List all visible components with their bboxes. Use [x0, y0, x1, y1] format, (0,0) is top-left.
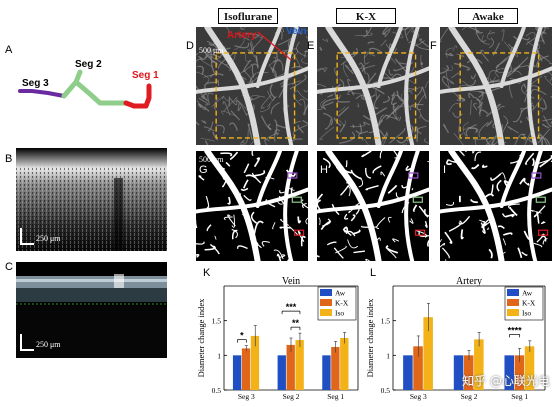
panel-label-e: E — [307, 40, 315, 52]
angio-panel-f — [440, 27, 552, 145]
scale-bar-label-d: 500 μm — [199, 46, 224, 55]
legend-swatch — [507, 309, 519, 316]
chart-title: Artery — [456, 276, 482, 287]
seg1-path — [123, 83, 152, 109]
panel-label-l: L — [370, 267, 377, 279]
bar — [250, 335, 260, 390]
oct-image-c: 250 μm — [16, 262, 167, 358]
significance-label: **** — [508, 325, 523, 335]
bar — [331, 347, 340, 390]
x-tick-label: Seg 2 — [283, 392, 300, 401]
y-tick-label: 0.5 — [381, 386, 391, 395]
artery-annotation: Artery — [227, 30, 257, 41]
bar — [463, 355, 474, 390]
y-tick-label: 1.5 — [212, 317, 222, 326]
panel-label-f: F — [430, 40, 437, 52]
bar — [403, 355, 413, 390]
panel-label-a: A — [5, 44, 13, 56]
bar — [241, 348, 251, 390]
x-tick-label: Seg 3 — [238, 392, 255, 401]
scale-bar-c — [20, 334, 22, 350]
oct-image-b: 250 μm — [16, 148, 167, 251]
bar — [504, 355, 514, 390]
panel-label-k: K — [203, 267, 211, 279]
chart-artery: Artery 0.5 1 1.5 Diameter change index Seg 3 S… — [363, 268, 550, 405]
scale-bar-label-c: 250 μm — [36, 340, 61, 349]
legend-swatch — [507, 299, 519, 306]
bar — [322, 355, 331, 390]
seg2-path — [61, 69, 129, 106]
legend-label: Iso — [522, 309, 531, 318]
condition-title-kx: K-X — [336, 8, 396, 24]
bar — [453, 355, 464, 390]
legend-label: Iso — [335, 309, 344, 318]
legend-label: K-X — [335, 299, 349, 308]
seg2-label: Seg 2 — [75, 59, 102, 70]
x-tick-label: Seg 1 — [327, 392, 344, 401]
angio-panel-d: 500 μm — [196, 27, 308, 145]
y-tick-label: 0.5 — [212, 386, 222, 395]
legend-label: K-X — [522, 299, 536, 308]
condition-title-awake: Awake — [458, 8, 518, 24]
bar — [413, 346, 423, 390]
bar — [514, 355, 525, 390]
angio-panel-i — [440, 151, 552, 261]
panel-label-i: I — [443, 164, 447, 176]
legend-swatch — [320, 289, 332, 296]
legend-label: Aw — [522, 289, 533, 298]
bar — [423, 317, 433, 390]
bar — [286, 344, 295, 390]
scale-bar-b — [20, 228, 22, 244]
significance-label: * — [240, 331, 244, 341]
y-tick-label: 1 — [217, 351, 221, 360]
x-tick-label: Seg 2 — [461, 392, 478, 401]
seg3-path — [18, 89, 66, 98]
significance-label: ** — [292, 318, 300, 328]
legend-label: Aw — [335, 289, 346, 298]
scale-bar-label-b: 250 μm — [36, 234, 61, 243]
x-tick-label: Seg 3 — [410, 392, 427, 401]
bar — [295, 340, 304, 390]
y-axis-label: Diameter change index — [196, 298, 206, 378]
watermark: 知乎 @心联光电 — [462, 374, 550, 388]
y-tick-label: 1 — [386, 351, 390, 360]
condition-title-isoflurane: Isoflurane — [218, 8, 278, 24]
panel-label-d: D — [186, 40, 194, 52]
legend-swatch — [320, 299, 332, 306]
angio-panel-e — [317, 27, 429, 145]
scale-bar-label-g: 500 μm — [199, 155, 224, 164]
chart-title: Vein — [282, 276, 300, 287]
y-tick-label: 1.5 — [381, 317, 391, 326]
bar — [340, 338, 349, 390]
segment-diagram — [18, 58, 166, 120]
angio-panel-h — [317, 151, 429, 261]
bar — [232, 355, 242, 390]
panel-label-c: C — [5, 261, 13, 273]
panel-label-h: H — [320, 164, 328, 176]
panel-label-g: G — [199, 164, 208, 176]
legend-swatch — [320, 309, 332, 316]
panel-label-b: B — [5, 153, 13, 165]
vein-annotation: Vein — [286, 26, 307, 37]
seg1-label: Seg 1 — [132, 70, 159, 81]
bar — [277, 355, 286, 390]
legend-swatch — [507, 289, 519, 296]
bar — [524, 346, 535, 390]
x-tick-label: Seg 1 — [511, 392, 528, 401]
angio-panel-g: 500 μm — [196, 151, 308, 261]
significance-label: *** — [286, 302, 297, 312]
chart-vein: Vein 0.5 1 1.5 Diameter change index Seg 3 Seg… — [196, 268, 364, 405]
bar — [474, 339, 484, 390]
y-axis-label: Diameter change index — [365, 298, 375, 378]
seg3-label: Seg 3 — [22, 78, 49, 89]
